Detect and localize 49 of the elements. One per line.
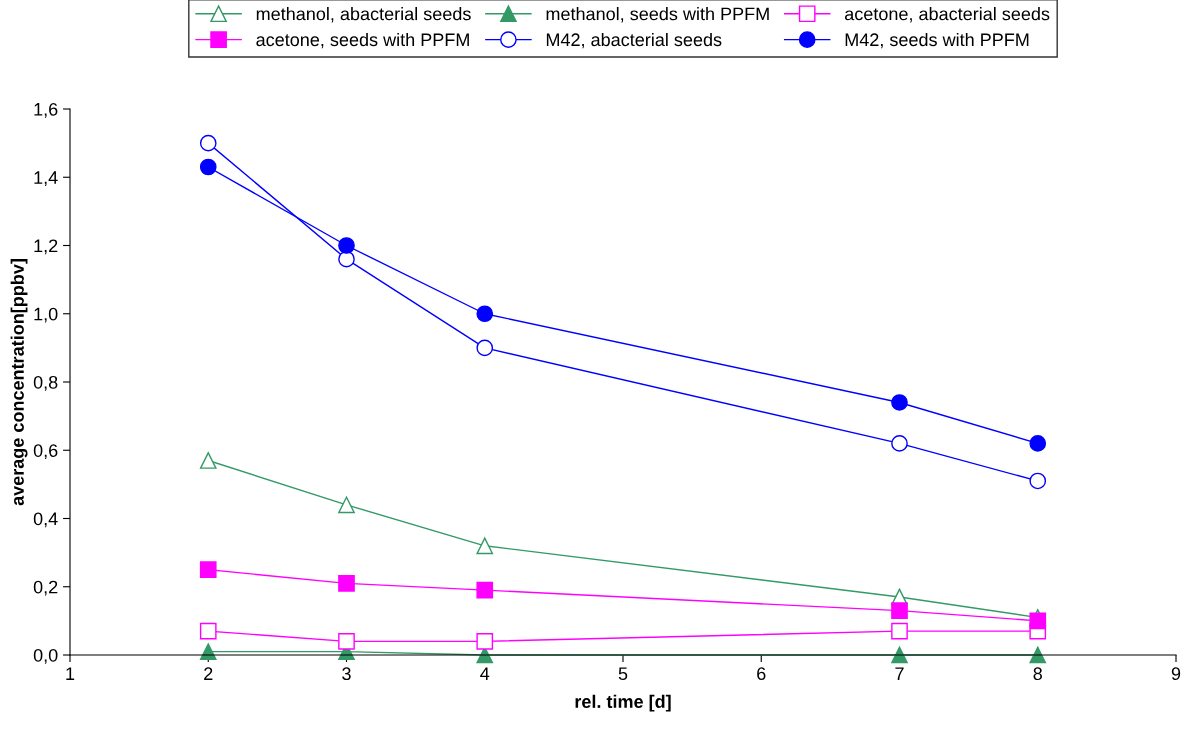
point [338,250,355,268]
y-tick-label: 0,0 [33,648,58,664]
point [1029,612,1047,630]
point [1029,646,1047,664]
legend-label: methanol, abacterial seeds [256,7,471,23]
point [199,134,217,152]
point [476,339,494,357]
point [338,237,355,254]
y-tick-label: 0,4 [33,512,58,528]
legend-label: M42, abacterial seeds [546,32,722,49]
legend-label: acetone, abacterial seeds [844,7,1050,23]
x-tick-label: 6 [757,667,766,681]
point [476,305,494,323]
y-tick-label: 0,2 [33,580,58,596]
point [476,537,494,555]
point [891,394,908,411]
point [338,496,355,514]
y-tick-label: 1,4 [34,171,58,187]
point [891,602,908,619]
point [199,622,217,640]
y-axis-title: average concentration[ppbv] [10,259,28,506]
point [1029,472,1047,490]
point [338,633,355,650]
point [891,622,908,640]
point [1029,435,1047,452]
x-tick-label: 7 [895,667,904,680]
x-tick-label: 4 [480,667,490,680]
point [199,158,217,176]
point [199,452,217,469]
point [476,633,494,650]
x-tick-label: 2 [204,667,213,680]
point [476,581,494,599]
x-tick-label: 9 [1171,667,1181,681]
point [199,561,217,579]
y-tick-label: 1,6 [34,102,58,118]
legend-label: methanol, seeds with PPFM [546,7,769,23]
legend-label: acetone, seeds with PPFM [256,32,469,49]
x-tick-label: 1 [66,667,75,680]
y-tick-label: 0,6 [33,444,58,460]
x-tick-label: 8 [1033,667,1042,681]
y-tick-label: 1,2 [34,239,58,255]
x-axis-title: rel. time [d] [575,694,671,712]
point [338,575,355,592]
x-tick-label: 5 [618,667,628,681]
point [891,435,908,452]
y-tick-label: 0,8 [33,375,58,391]
legend-label: M42, seeds with PPFM [845,32,1029,49]
y-tick-label: 1,0 [34,307,58,323]
x-tick-label: 3 [342,667,351,681]
